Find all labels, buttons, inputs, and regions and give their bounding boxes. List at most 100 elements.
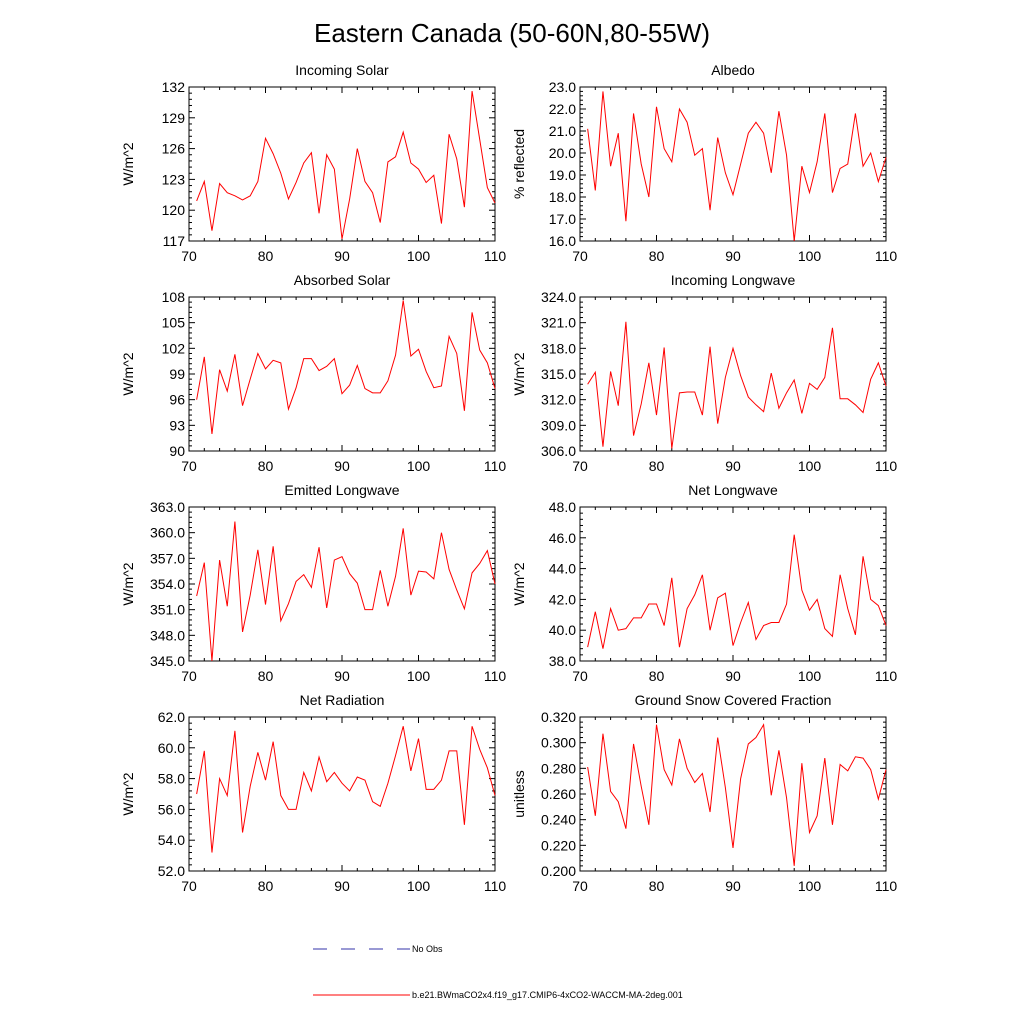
x-tick-label: 100	[798, 458, 822, 474]
y-axis-label: W/m^2	[120, 142, 136, 185]
panel-4: Incoming Longwave W/m^2 70 80 90 100 110 306.0 3…	[511, 272, 897, 474]
x-tick-label: 110	[875, 458, 898, 474]
y-tick-label: 309.0	[541, 417, 576, 433]
y-axis-label: W/m^2	[120, 772, 136, 815]
y-tick-label: 321.0	[541, 315, 576, 331]
x-tick-label: 80	[258, 248, 274, 264]
x-tick-label: 80	[258, 668, 274, 684]
y-axis-label: W/m^2	[120, 352, 136, 395]
y-tick-label: 126	[162, 141, 186, 157]
x-tick-label: 80	[649, 248, 665, 264]
y-tick-label: 62.0	[158, 709, 185, 725]
y-tick-label: 60.0	[158, 740, 185, 756]
y-tick-label: 58.0	[158, 771, 185, 787]
plot-frame	[188, 86, 496, 242]
y-tick-label: 0.240	[541, 812, 576, 828]
legend: No Obs b.e21.BWmaCO2x4.f19_g17.CMIP6-4xC…	[313, 944, 683, 1000]
y-tick-label: 306.0	[541, 443, 576, 459]
y-tick-label: 324.0	[541, 289, 576, 305]
y-tick-label: 99	[169, 366, 185, 382]
y-tick-label: 108	[162, 289, 186, 305]
y-tick-label: 312.0	[541, 392, 576, 408]
x-tick-label: 90	[725, 668, 741, 684]
panel-title: Emitted Longwave	[284, 482, 399, 498]
y-tick-label: 23.0	[549, 79, 576, 95]
y-tick-label: 351.0	[150, 602, 185, 618]
y-axis-label: W/m^2	[120, 562, 136, 605]
y-tick-label: 19.0	[549, 167, 576, 183]
x-tick-label: 110	[484, 668, 507, 684]
x-tick-label: 90	[725, 878, 741, 894]
y-tick-label: 0.320	[541, 709, 576, 725]
x-tick-label: 100	[798, 248, 822, 264]
x-tick-label: 70	[181, 668, 197, 684]
x-tick-label: 70	[572, 458, 588, 474]
y-tick-label: 21.0	[549, 123, 576, 139]
x-tick-label: 90	[725, 458, 741, 474]
y-tick-label: 105	[162, 315, 186, 331]
x-tick-label: 100	[798, 668, 822, 684]
x-tick-label: 70	[572, 878, 588, 894]
y-tick-label: 0.220	[541, 837, 576, 853]
series-line	[587, 723, 887, 866]
y-tick-label: 345.0	[150, 653, 185, 669]
series-line	[587, 91, 887, 242]
y-tick-label: 357.0	[150, 550, 185, 566]
x-tick-label: 90	[334, 248, 350, 264]
x-tick-label: 80	[258, 878, 274, 894]
y-tick-label: 93	[169, 417, 185, 433]
y-axis-label: % reflected	[511, 129, 527, 199]
panel-title: Net Radiation	[300, 692, 385, 708]
y-tick-label: 120	[162, 202, 186, 218]
y-tick-label: 44.0	[549, 561, 576, 577]
y-tick-label: 0.280	[541, 760, 576, 776]
x-tick-label: 70	[181, 878, 197, 894]
panel-2: Albedo % reflected 70 80 90 100 110 16.0 17.0 18.…	[511, 62, 897, 264]
y-tick-label: 363.0	[150, 499, 185, 515]
y-tick-label: 117	[163, 233, 186, 249]
x-tick-label: 110	[875, 878, 898, 894]
panel-1: Incoming Solar W/m^2 70 80 90 100 110 117 120 123…	[120, 62, 506, 264]
y-tick-label: 360.0	[150, 525, 185, 541]
x-tick-label: 110	[875, 668, 898, 684]
y-axis-label: unitless	[511, 770, 527, 817]
y-tick-label: 48.0	[549, 499, 576, 515]
y-tick-label: 0.200	[541, 863, 576, 879]
y-tick-label: 0.260	[541, 786, 576, 802]
y-tick-label: 354.0	[150, 576, 185, 592]
plot-frame	[579, 296, 887, 452]
panel-title: Incoming Solar	[295, 62, 389, 78]
panels-group: Incoming Solar W/m^2 70 80 90 100 110 117 120 123…	[120, 62, 897, 894]
panel-title: Net Longwave	[688, 482, 778, 498]
x-tick-label: 70	[181, 458, 197, 474]
panel-5: Emitted Longwave W/m^2 70 80 90 100 110 345.0 34…	[120, 482, 506, 684]
plot-frame	[579, 506, 887, 662]
x-tick-label: 110	[484, 248, 507, 264]
plot-frame	[188, 506, 496, 662]
panel-title: Albedo	[711, 62, 755, 78]
y-tick-label: 52.0	[158, 863, 185, 879]
y-tick-label: 102	[162, 340, 186, 356]
y-tick-label: 56.0	[158, 801, 185, 817]
y-tick-label: 20.0	[549, 145, 576, 161]
x-tick-label: 110	[484, 878, 507, 894]
y-tick-label: 0.300	[541, 735, 576, 751]
x-tick-label: 100	[407, 668, 431, 684]
y-tick-label: 348.0	[150, 627, 185, 643]
x-tick-label: 80	[649, 458, 665, 474]
x-tick-label: 100	[798, 878, 822, 894]
x-tick-label: 100	[407, 458, 431, 474]
x-tick-label: 70	[572, 248, 588, 264]
y-tick-label: 318.0	[541, 340, 576, 356]
y-tick-label: 315.0	[541, 366, 576, 382]
y-tick-label: 46.0	[549, 530, 576, 546]
y-axis-label: W/m^2	[511, 352, 527, 395]
series-line	[587, 534, 887, 649]
panel-title: Absorbed Solar	[294, 272, 391, 288]
panel-6: Net Longwave W/m^2 70 80 90 100 110 38.0 40.0 42.…	[511, 482, 897, 684]
legend-obs-label: No Obs	[412, 944, 443, 954]
series-line	[196, 91, 496, 240]
x-tick-label: 70	[181, 248, 197, 264]
series-line	[196, 521, 496, 662]
